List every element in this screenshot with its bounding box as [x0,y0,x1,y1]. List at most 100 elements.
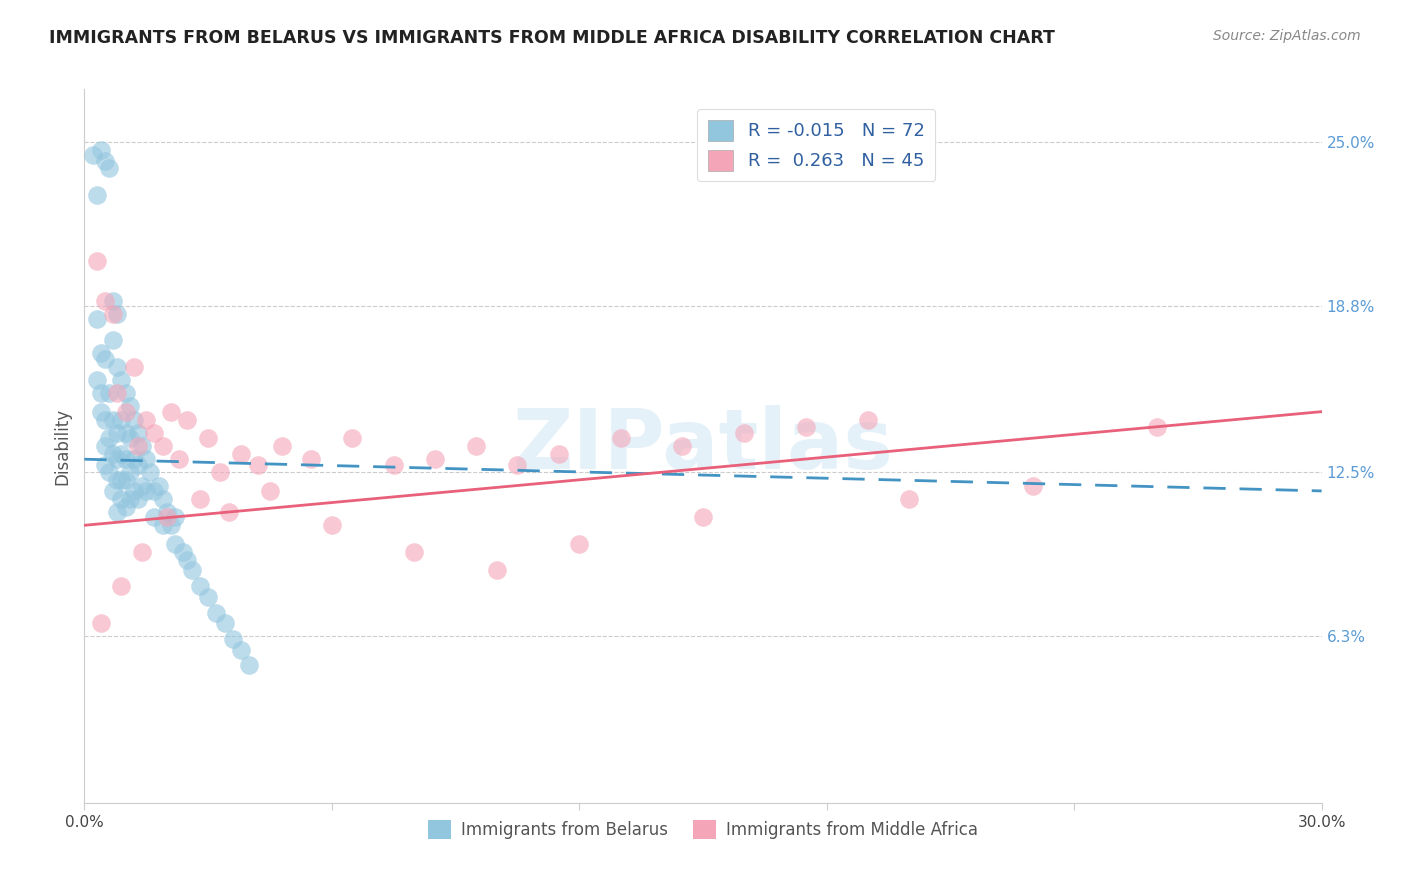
Point [506,458,529,472]
Point [110,447,132,461]
Point [568,537,591,551]
Point [485,563,508,577]
Point [176,412,198,426]
Point [94,439,117,453]
Point [547,447,569,461]
Point [103,333,125,347]
Point [90,616,112,631]
Point [609,431,631,445]
Point [86,373,108,387]
Point [180,563,202,577]
Point [86,312,108,326]
Point [135,412,157,426]
Point [160,404,183,418]
Point [143,510,166,524]
Point [152,439,174,453]
Point [131,439,153,453]
Text: IMMIGRANTS FROM BELARUS VS IMMIGRANTS FROM MIDDLE AFRICA DISABILITY CORRELATION : IMMIGRANTS FROM BELARUS VS IMMIGRANTS FR… [49,29,1054,46]
Point [465,439,488,453]
Point [103,483,125,498]
Point [94,351,117,366]
Y-axis label: Disability: Disability [53,408,72,484]
Point [139,466,162,480]
Point [143,483,166,498]
Point [692,510,714,524]
Point [122,452,145,467]
Point [165,537,187,551]
Point [110,491,132,506]
Point [103,412,125,426]
Point [1146,420,1168,434]
Point [321,518,343,533]
Point [98,466,121,480]
Point [131,545,153,559]
Point [167,452,190,467]
Point [90,404,112,418]
Point [105,452,128,467]
Point [188,491,211,506]
Point [98,431,121,445]
Point [218,505,240,519]
Point [176,552,198,566]
Point [114,404,136,418]
Point [156,510,179,524]
Point [105,386,128,401]
Point [127,491,149,506]
Point [94,153,117,168]
Point [209,466,232,480]
Legend: Immigrants from Belarus, Immigrants from Middle Africa: Immigrants from Belarus, Immigrants from… [420,814,986,846]
Point [214,616,236,631]
Point [105,425,128,440]
Point [105,505,128,519]
Point [94,412,117,426]
Point [671,439,693,453]
Point [110,579,132,593]
Text: ZIPatlas: ZIPatlas [513,406,893,486]
Point [127,439,149,453]
Point [197,590,219,604]
Point [122,412,145,426]
Point [152,518,174,533]
Point [82,148,104,162]
Point [90,143,112,157]
Point [1022,478,1045,492]
Point [98,386,121,401]
Point [898,491,921,506]
Point [222,632,245,646]
Point [131,478,153,492]
Point [127,458,149,472]
Point [342,431,364,445]
Point [90,386,112,401]
Point [188,579,211,593]
Point [86,254,108,268]
Point [382,458,405,472]
Point [118,400,141,414]
Point [856,412,879,426]
Point [205,606,228,620]
Point [259,483,281,498]
Point [238,658,260,673]
Point [86,188,108,202]
Point [122,359,145,374]
Point [229,447,252,461]
Point [110,412,132,426]
Point [105,359,128,374]
Point [114,474,136,488]
Point [114,500,136,514]
Point [90,346,112,360]
Point [122,483,145,498]
Point [143,425,166,440]
Point [94,293,117,308]
Point [103,293,125,308]
Point [733,425,755,440]
Point [105,474,128,488]
Point [103,307,125,321]
Point [118,491,141,506]
Point [160,518,183,533]
Point [114,386,136,401]
Point [114,425,136,440]
Point [94,458,117,472]
Point [404,545,426,559]
Point [423,452,446,467]
Point [114,452,136,467]
